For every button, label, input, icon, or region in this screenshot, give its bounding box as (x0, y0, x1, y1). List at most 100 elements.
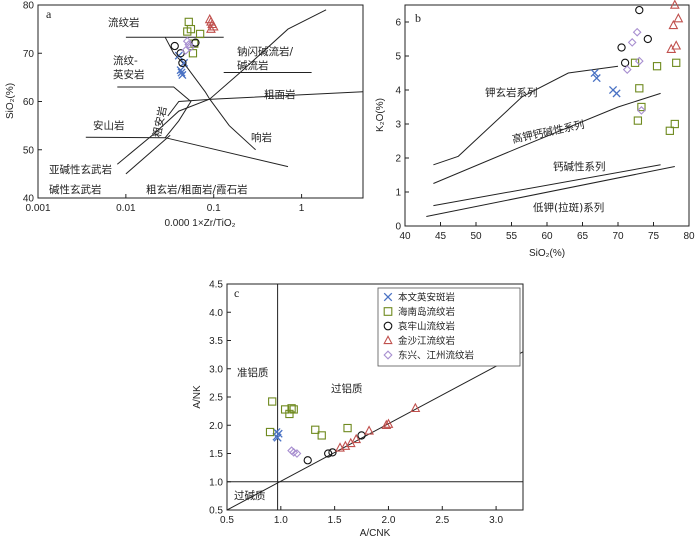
panel-b-point-4-0 (622, 65, 632, 74)
panel-c-xtick-label-0: 0.5 (220, 515, 234, 526)
panel-a-point-3-3 (208, 21, 219, 31)
panel-c-series-4 (287, 446, 302, 458)
panel-b-point-0-1 (592, 74, 601, 83)
panel-b-xtick-label-4: 60 (541, 231, 553, 242)
panel-b-label: b (415, 11, 421, 25)
panel-c-boundary-2 (226, 351, 524, 511)
panel-b-point-1-2 (637, 102, 646, 112)
legend-marker-0 (383, 292, 393, 302)
panel-c-point-2-2 (328, 448, 337, 457)
field-shoshonite: 钾玄岩系列 (485, 86, 538, 99)
field-metaluminous: 准铝质 (237, 366, 269, 379)
panel-a-points (170, 13, 219, 80)
panel-b-boundary-3 (426, 166, 675, 217)
panel-c-xtick-label-4: 2.5 (435, 515, 449, 526)
panel-a-point-4-0 (182, 36, 192, 46)
field-rhyodacite-1: 流纹- (113, 54, 138, 67)
panel-b-point-3-3 (671, 40, 682, 50)
panel-c-point-1-6 (311, 425, 320, 434)
panel-c-field-lines (226, 284, 524, 511)
panel-b-point-1-7 (672, 58, 681, 67)
panel-c-ytick-label-2: 1.5 (209, 449, 223, 460)
panel-b-ylabel: K₂O(%) (375, 98, 386, 132)
panel-a-boundary-4 (85, 136, 289, 168)
panel-b-point-0-1-stroke-2 (592, 74, 601, 83)
panel-a-field-lines (85, 9, 364, 175)
panel-a-xtick-label-1: 0.01 (116, 203, 136, 214)
panel-a-point-0-4 (177, 68, 186, 77)
field-trachyandesite: 粗安岩 (150, 105, 169, 139)
legend-box (377, 287, 521, 367)
legend-label-4: 东兴、江州流纹岩 (398, 350, 474, 362)
panel-b-point-0-0 (590, 68, 599, 78)
field-peraluminous: 过铝质 (331, 382, 363, 395)
panel-a-series-1 (183, 17, 205, 58)
panel-b-point-2-1 (620, 58, 630, 67)
legend-marker-3 (383, 335, 393, 345)
panel-b-series-4 (622, 27, 646, 115)
panel-b-point-4-2 (632, 27, 642, 37)
panel-a-xtick-label-0: 0.001 (25, 203, 50, 214)
panel-b-ytick-label-6: 6 (395, 18, 401, 29)
panel-a-ytick-label-2: 60 (23, 97, 35, 108)
field-alkali-basalt: 碱性玄武岩 (49, 183, 102, 196)
panel-c-ytick-label-1: 1.0 (209, 477, 223, 488)
panel-a-series-0 (174, 51, 189, 80)
panel-c-point-4-2 (292, 449, 302, 458)
panel-b-xtick-label-1: 45 (435, 231, 447, 242)
panel-b-series-0 (590, 68, 621, 98)
panel-a-point-4-3 (181, 45, 191, 55)
panel-c-xtick-label-5: 3.0 (489, 515, 503, 526)
panel-c-point-1-8 (343, 423, 352, 433)
panel-c-point-3-7 (410, 402, 421, 413)
field-peralkaline: 过碱质 (234, 489, 266, 502)
panel-c-xlabel: A/CNK (360, 528, 391, 539)
panel-b-xtick-label-3: 55 (506, 231, 518, 242)
panel-b-xlabel: SiO₂(%) (529, 248, 565, 259)
panel-a-axes: 0.001 0.01 0.1 1 40 50 60 70 80 (23, 1, 305, 215)
panel-c-point-2-1 (324, 449, 333, 458)
field-rhyodacite-2: 英安岩 (113, 68, 145, 81)
field-comendite-2: 碱流岩 (237, 59, 269, 72)
panel-b-boundary-0 (433, 65, 619, 166)
panel-a-xtick-label-2: 0.1 (207, 203, 221, 214)
panel-c-points (265, 397, 421, 465)
panel-a-label: a (46, 7, 52, 21)
field-andesite: 安山岩 (93, 119, 125, 132)
panel-a-point-2-0 (170, 41, 179, 51)
panel-c-series-3 (335, 402, 421, 452)
panel-b-point-1-6 (670, 119, 679, 129)
panel-a-point-1-0 (184, 17, 193, 27)
panel-c-series-2 (303, 431, 366, 465)
panel-c-point-1-3 (285, 409, 294, 419)
panel-b-ytick-label-3: 3 (395, 120, 401, 131)
panel-a-point-1-2 (183, 27, 192, 36)
panel-c-ytick-label-0: 0.5 (209, 506, 223, 517)
field-basanite: 粗玄岩/粗面岩/霞石岩 (146, 183, 248, 196)
panel-a-point-0-0 (174, 51, 183, 60)
panel-a-ytick-label-4: 80 (23, 1, 35, 12)
panel-b-point-3-4 (666, 43, 677, 53)
field-high-k-calc-alkaline: 高钾钙碱性系列 (511, 118, 586, 146)
panel-b-point-3-0 (669, 0, 680, 9)
panel-a-point-2-1 (176, 49, 185, 58)
panel-b-ytick-label-4: 4 (395, 86, 401, 97)
panel-a-series-2 (170, 38, 200, 68)
panel-b-xtick-label-5: 65 (577, 231, 589, 242)
panel-c-ytick-label-7: 4.0 (209, 308, 223, 319)
panel-a-point-2-2 (178, 58, 187, 68)
legend-marker-0-stroke-2 (383, 292, 393, 302)
panel-a-point-0-3-stroke-2 (180, 58, 189, 67)
field-trachyte: 粗面岩 (264, 88, 296, 101)
panel-b-ytick-label-0: 0 (395, 222, 401, 233)
panel-c-point-1-5 (289, 405, 298, 414)
panel-b-point-4-4 (634, 56, 644, 66)
panel-c-point-3-3 (351, 433, 362, 444)
panel-a-point-1-3 (195, 29, 205, 39)
panel-a-ylabel: SiO₂(%) (5, 83, 16, 119)
panel-b-series-3 (666, 0, 684, 53)
panel-c-ytick-label-8: 4.5 (209, 280, 223, 291)
panel-a-point-0-1-stroke-2 (176, 66, 185, 75)
panel-b-point-4-3 (637, 106, 646, 115)
